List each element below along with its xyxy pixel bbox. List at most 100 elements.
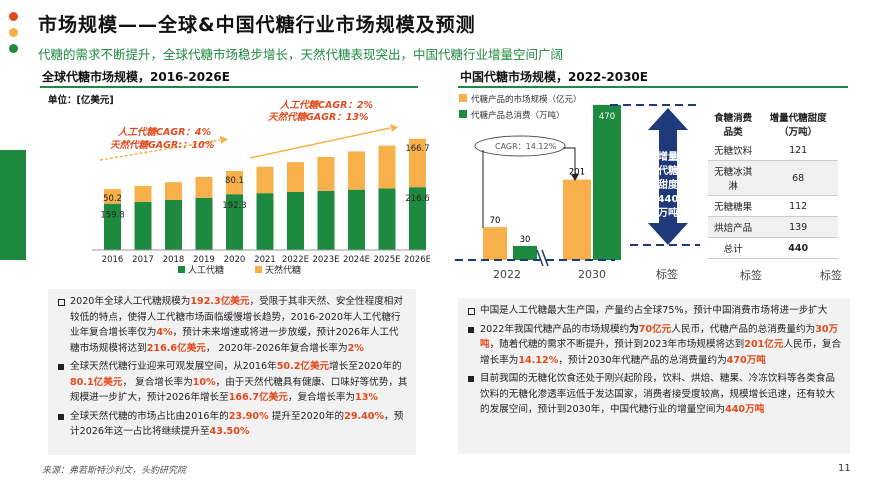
right-header-underline <box>458 86 848 88</box>
sidebar-decoration <box>0 0 28 493</box>
bar-artificial-2024E <box>348 189 365 250</box>
cagr-arrow-right <box>563 147 576 176</box>
highlight-text: 13% <box>355 392 378 403</box>
page-subtitle: 代糖的需求不断提升，全球代糖市场稳步增长，天然代糖表现突出，中国代糖行业增量空间… <box>38 47 564 62</box>
x-tick-label: 2019 <box>193 255 215 265</box>
bar-artificial-2018 <box>165 199 182 250</box>
table-cell: 烘焙产品 <box>708 216 759 238</box>
label-volume-2030: 470 <box>599 112 615 122</box>
arrow-label-line: 甜度 <box>658 178 679 191</box>
data-label-artificial: 192.3 <box>222 201 246 211</box>
axis-break-mark-1 <box>536 249 544 267</box>
bar-natural-2025E <box>378 145 396 189</box>
left-header-underline <box>40 86 418 88</box>
green-side-bar <box>0 150 26 260</box>
highlight-text: 为 <box>629 323 639 335</box>
growth-arrow-2-head <box>390 124 398 132</box>
bullet-text: ， 复合增长率为 <box>122 376 193 388</box>
bullet-text: 全球天然代糖行业迎来可观发展空间，从2016年 <box>70 361 277 372</box>
x-tick-label: 2025E <box>373 255 400 265</box>
cagr-arrow-head <box>571 174 579 181</box>
x-axis-label: 标签 <box>656 267 678 281</box>
highlight-text: 2% <box>347 342 364 354</box>
right-section-header: 中国代糖市场规模，2022-2030E <box>460 70 648 84</box>
highlight-text: 29.40% <box>344 410 385 422</box>
increment-table: 食糖消费品类 增量代糖甜度（万吨） 无糖饮料 121 无糖冰淇淋 68 无糖糖果 11… <box>708 108 838 259</box>
bullet-text: 中国是人工代糖最大生产国，产量约占全球75%，预计中国消费市场将进一步扩大 <box>480 305 828 316</box>
bullet-text: ，预计2026年这一占比将继续提升至 <box>70 410 404 438</box>
highlight-text: 166.7亿美元 <box>228 392 288 403</box>
right-bullet-box: 中国是人工代糖最大生产国，产量约占全球75%，预计中国消费市场将进一步扩大 20… <box>458 298 850 454</box>
x-tick-label: 2023E <box>312 255 339 265</box>
legend-swatch-natural <box>255 266 262 273</box>
bar-artificial-2023E <box>317 190 335 250</box>
unit-label: 单位：[亿美元] <box>48 95 114 106</box>
bar-natural-2016 <box>104 189 121 204</box>
global-sweetener-chart: 2016 2017 2018 2019 2020 2021 2022E 2023E 2024E 2… <box>92 100 430 276</box>
legend-swatch-volume <box>459 110 467 118</box>
yellow-dot <box>9 28 18 37</box>
x-axis-label: 2030 <box>578 268 606 281</box>
bar-artificial-2019 <box>195 197 213 250</box>
table-cell: 440 <box>758 237 838 259</box>
arrow-label-line: 440 <box>658 194 679 205</box>
x-tick-label: 2022E <box>282 255 309 265</box>
table-cell: 139 <box>758 216 838 238</box>
x-tick-label: 2021 <box>254 255 276 265</box>
bullet-text: ，由于天然代糖具有健康、口味好等优势，其规模进一步扩大，预计2026年增长至 <box>70 376 408 404</box>
bar-natural-2019 <box>195 176 213 198</box>
x-tick-label: 2017 <box>132 255 154 265</box>
label-market-2022: 70 <box>490 216 501 226</box>
bar-natural-2023E <box>317 156 335 191</box>
x-tick-label: 2026E <box>404 255 430 265</box>
green-dot <box>9 44 18 53</box>
cagr-label: CAGR：14.12% <box>495 142 557 151</box>
bar-artificial-2021 <box>256 193 274 250</box>
bullet-text: 人民币，复合增长率为 <box>480 339 842 366</box>
arrow-label-line: 万吨 <box>657 206 678 219</box>
x-axis-label-extra: 标签 <box>820 269 842 282</box>
x-axis-label-extra: 标签 <box>740 269 762 282</box>
increment-double-arrow <box>648 108 688 245</box>
bar-natural-2022E <box>287 162 304 192</box>
x-axis-label: 2022 <box>493 268 521 281</box>
bar-artificial-2016 <box>104 203 121 250</box>
left-bullet-3: 全球天然代糖的市场占比由2016年的23.90% 提升至2020年的29.40%… <box>56 409 408 440</box>
legend-swatch-market <box>459 94 467 102</box>
bar-artificial-2020 <box>226 194 243 250</box>
cagr-natural-2: 天然代糖GAGR：13% <box>268 111 369 123</box>
axis-break-mark-2 <box>541 249 549 267</box>
highlight-text: 440万吨 <box>725 404 765 415</box>
cagr-ellipse <box>474 135 566 157</box>
bar-natural-2021 <box>256 166 274 194</box>
x-tick-label: 2020 <box>224 255 246 265</box>
table-cell: 无糖糖果 <box>708 195 759 217</box>
left-bullet-2: 全球天然代糖行业迎来可观发展空间，从2016年50.2亿美元增长至2020年的 8… <box>56 359 408 406</box>
data-label-natural: 166.7 <box>405 144 429 154</box>
bar-market-2030 <box>563 179 591 260</box>
left-section-header: 全球代糖市场规模，2016-2026E <box>42 70 230 84</box>
table-cell: 112 <box>758 195 838 217</box>
left-bullet-box: 2020年全球人工代糖规模为192.3亿美元，受限于其非天然、安全性程度相对较低… <box>48 289 416 455</box>
highlight-text: 50.2亿美元 <box>276 361 330 372</box>
highlight-text: 70亿元 <box>638 323 672 335</box>
right-bullet-3: 目前我国的无糖化饮食还处于刚兴起阶段，饮料、烘焙、糖果、冷冻饮料等各类食品饮料的… <box>466 371 842 418</box>
bar-natural-2024E <box>348 151 365 190</box>
table-cell: 无糖冰淇淋 <box>708 160 759 196</box>
data-label-natural: 80.1 <box>225 176 244 186</box>
bullet-text: ，预计2030年代糖产品的总消费量约为 <box>558 354 727 366</box>
bullet-text: 目前我国的无糖化饮食还处于刚兴起阶段，饮料、烘焙、糖果、冷冻饮料等各类食品饮料的… <box>480 373 835 415</box>
bullet-text: ，复合增长率为 <box>287 392 356 403</box>
bullet-text: 2020年全球人工代糖规模为 <box>70 296 191 307</box>
bar-artificial-2026E <box>409 187 426 250</box>
highlight-text: 30万吨 <box>480 323 839 351</box>
growth-arrow-1-head <box>220 136 228 144</box>
growth-arrow-1 <box>99 139 221 161</box>
cagr-natural-1: 天然代糖GAGR:：10% <box>110 139 214 151</box>
legend-label-volume: 代糖产品总消费（万吨） <box>471 110 565 121</box>
arrow-label-line: 增量 <box>658 150 678 163</box>
left-bullet-1: 2020年全球人工代糖规模为192.3亿美元，受限于其非天然、安全性程度相对较低… <box>56 294 408 356</box>
page-number: 11 <box>838 463 851 474</box>
bullet-text: ，随着代糖的需求不断提升，预计到2023年市场规模将达到 <box>489 339 745 350</box>
legend-swatch-artificial <box>178 266 185 273</box>
